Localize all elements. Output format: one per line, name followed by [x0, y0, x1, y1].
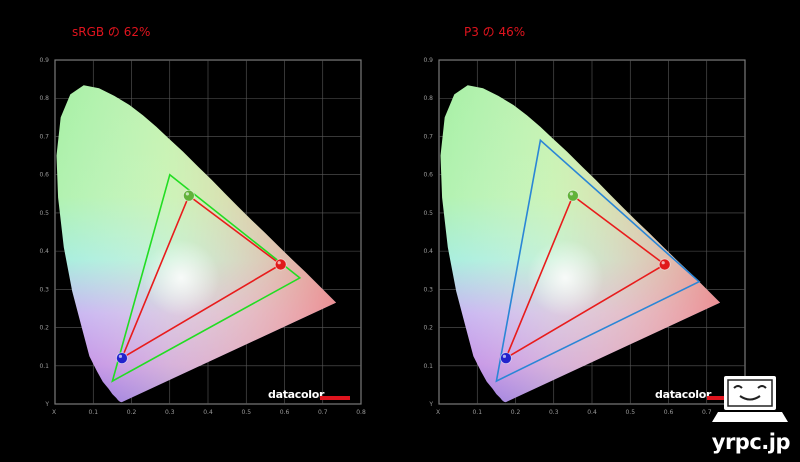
- measured-gamut-triangle: [120, 194, 283, 361]
- reference-gamut-triangle: [495, 138, 701, 383]
- x-tick-label: 0.8: [356, 409, 366, 416]
- x-tick-label: 0.3: [549, 409, 559, 416]
- blue-primary-point-highlight: [118, 354, 123, 358]
- blue-primary-point: [500, 352, 512, 365]
- y-tick-label: 0.7: [423, 133, 433, 140]
- measured-gamut-triangle: [504, 194, 667, 361]
- x-tick-label: 0.2: [127, 409, 137, 416]
- y-tick-label: 0.3: [39, 286, 49, 293]
- x-tick-label: 0.5: [625, 409, 635, 416]
- x-tick-label: 0.4: [587, 409, 597, 416]
- y-tick-label: 0.5: [39, 210, 49, 217]
- laptop-face-icon: [712, 376, 788, 422]
- x-axis-label: X: [52, 409, 56, 416]
- y-tick-label: 0.4: [423, 248, 433, 255]
- x-tick-label: 0.6: [280, 409, 290, 416]
- cie-chart-p3: 0.1 0.2 0.3 0.4 0.5 0.6 0.7 0.1 0.2 0.3 0.4 0.5 0.6 0…: [423, 57, 746, 416]
- x-tick-label: 0.7: [318, 409, 328, 416]
- red-primary-point: [658, 258, 671, 271]
- x-tick-label: 0.6: [664, 409, 674, 416]
- x-tick-label: 0.7: [702, 409, 712, 416]
- y-tick-label: 0.7: [39, 133, 49, 140]
- x-tick-label: 0.3: [165, 409, 175, 416]
- x-tick-label: 0.2: [511, 409, 521, 416]
- chart-title-srgb: sRGB の 62%: [72, 25, 151, 39]
- x-tick-label: 0.4: [203, 409, 213, 416]
- watermark-text: yrpc.jp: [711, 430, 791, 454]
- y-tick-label: 0.9: [423, 57, 433, 64]
- y-tick-label: 0.2: [39, 325, 49, 332]
- green-primary-point: [182, 189, 195, 202]
- y-tick-label: 0.2: [423, 325, 433, 332]
- x-tick-label: 0.1: [472, 409, 482, 416]
- blue-primary-point-highlight: [502, 354, 507, 358]
- y-tick-label: 0.5: [423, 210, 433, 217]
- x-axis-label: X: [436, 409, 440, 416]
- y-axis-label: Y: [428, 401, 433, 408]
- blue-primary-point: [116, 352, 128, 365]
- y-tick-label: 0.8: [39, 95, 49, 102]
- green-primary-point-highlight: [185, 192, 189, 196]
- y-tick-label: 0.1: [39, 363, 49, 370]
- red-primary-point: [274, 258, 287, 271]
- cie-chart-srgb: 0.1 0.2 0.3 0.4 0.5 0.6 0.7 0.8 0.1 0.2 0.3 0.4 0.5 0…: [39, 57, 366, 416]
- y-tick-label: 0.6: [39, 172, 49, 179]
- reference-gamut-triangle: [111, 173, 302, 383]
- brand-logo-right: datacolor: [655, 388, 712, 401]
- green-primary-point-highlight: [569, 192, 573, 196]
- y-tick-label: 0.4: [39, 248, 49, 255]
- chart-title-p3: P3 の 46%: [464, 25, 526, 39]
- brand-bar-left: [320, 396, 350, 400]
- y-tick-label: 0.9: [39, 57, 49, 64]
- brand-logo-left: datacolor: [268, 388, 325, 401]
- y-tick-label: 0.8: [423, 95, 433, 102]
- red-primary-point-highlight: [661, 261, 665, 265]
- x-tick-label: 0.5: [241, 409, 251, 416]
- x-tick-label: 0.1: [88, 409, 98, 416]
- green-primary-point: [566, 189, 579, 202]
- y-axis-label: Y: [44, 401, 49, 408]
- y-tick-label: 0.6: [423, 172, 433, 179]
- brand-bar-right: [707, 396, 729, 400]
- y-tick-label: 0.1: [423, 363, 433, 370]
- y-tick-label: 0.3: [423, 286, 433, 293]
- red-primary-point-highlight: [277, 261, 281, 265]
